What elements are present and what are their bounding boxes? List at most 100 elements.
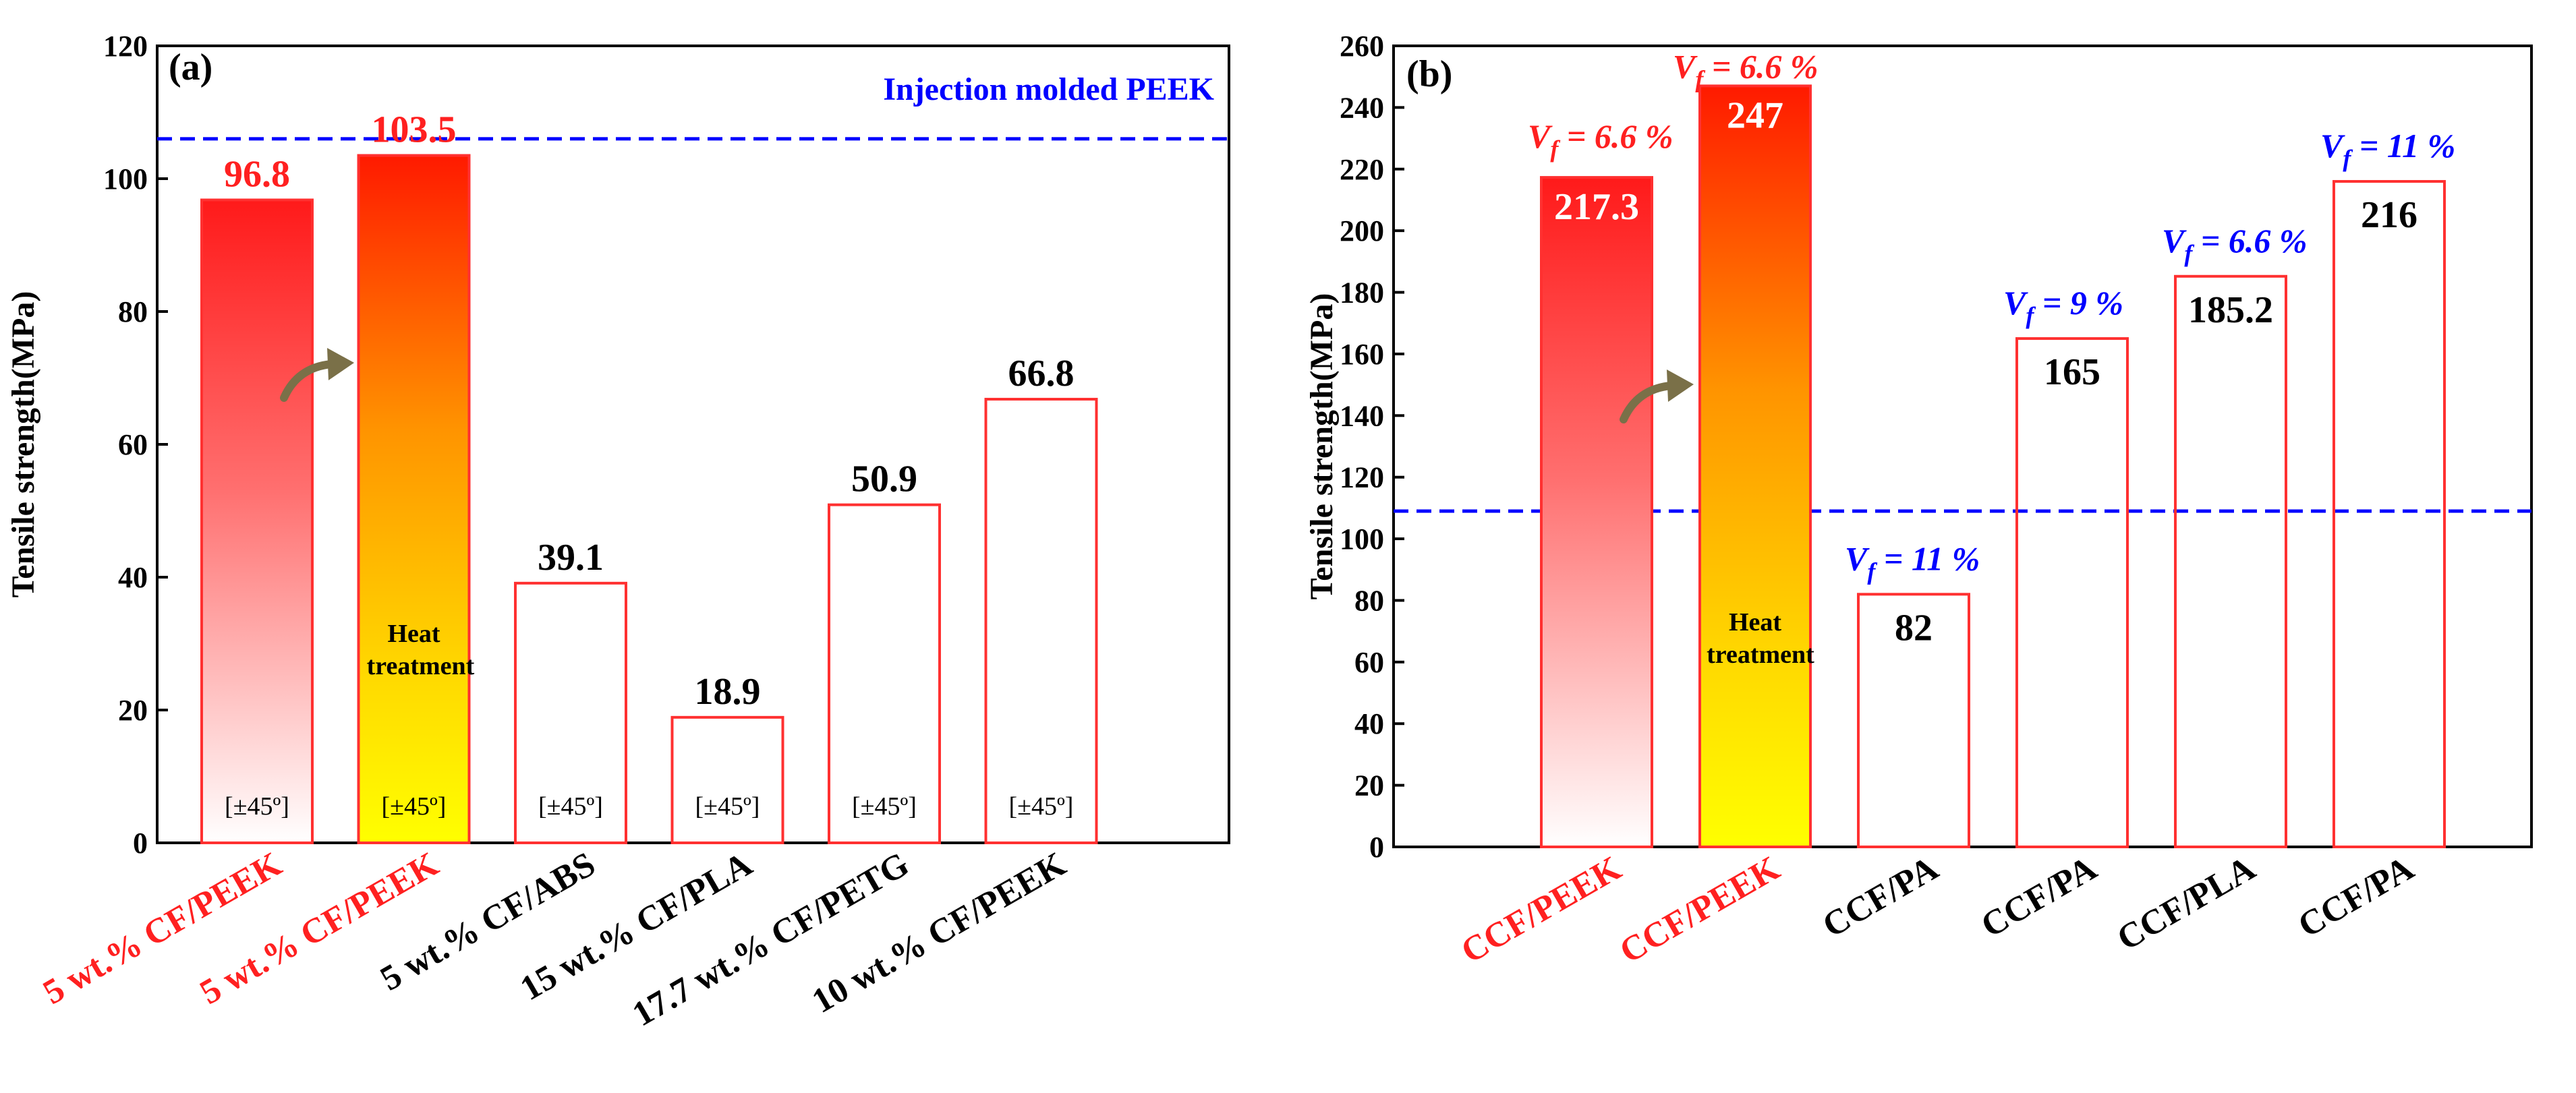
vf-symbol: V bbox=[2320, 127, 2345, 165]
orientation-label: [±45º] bbox=[695, 792, 760, 821]
bar-value-label: 82 bbox=[1895, 607, 1933, 649]
curved-arrow-icon bbox=[280, 360, 335, 402]
vf-value: = 6.6 % bbox=[2192, 222, 2307, 260]
bar-value-label: 18.9 bbox=[695, 671, 761, 713]
y-axis-title: Tensile strength(MPa) bbox=[1304, 293, 1340, 600]
vf-symbol: V bbox=[1528, 117, 1553, 155]
bar bbox=[2015, 337, 2129, 849]
bar-value-label: 247 bbox=[1727, 94, 1783, 136]
category-label: CCF/PEEK bbox=[1613, 849, 1787, 971]
arrow-head-icon bbox=[327, 348, 354, 380]
category-label: CCF/PEEK bbox=[1455, 849, 1628, 971]
bar-value-label: 217.3 bbox=[1554, 186, 1639, 228]
reference-line-label: Injection molded PEEK bbox=[883, 71, 1214, 107]
y-tick-label: 140 bbox=[1340, 399, 1384, 432]
panel-label: (b) bbox=[1406, 53, 1452, 95]
panel-label: (a) bbox=[169, 47, 212, 88]
bar-value-label: 39.1 bbox=[538, 537, 604, 579]
y-tick-label: 200 bbox=[1340, 214, 1384, 247]
vf-subscript: f bbox=[1550, 136, 1560, 163]
y-tick-label: 20 bbox=[1354, 769, 1384, 802]
bar-value-label: 103.5 bbox=[372, 109, 457, 151]
y-axis-title: Tensile strength(MPa) bbox=[5, 291, 41, 598]
y-tick-label: 120 bbox=[103, 30, 148, 63]
bar bbox=[1698, 84, 1812, 848]
bar bbox=[1540, 176, 1653, 848]
panel-b-chart: 0 20 40 60 80 100 120 140 160 180 200 220 240 260 Tens… bbox=[1304, 30, 2533, 971]
vf-subscript: f bbox=[2184, 240, 2194, 267]
category-label: CCF/PA bbox=[2292, 849, 2421, 945]
vf-subscript: f bbox=[2026, 302, 2036, 329]
orientation-label: [±45º] bbox=[852, 792, 917, 821]
bar bbox=[670, 715, 784, 844]
y-tick-label: 120 bbox=[1340, 461, 1384, 494]
category-label: 17.7 wt.% CF/PETG bbox=[626, 845, 915, 1034]
vf-value: = 9 % bbox=[2034, 284, 2123, 322]
heat-treatment-label-line2: treatment bbox=[1707, 641, 1814, 669]
y-tick-label: 20 bbox=[118, 694, 148, 727]
y-tick-label: 0 bbox=[1369, 831, 1384, 864]
vf-value: = 11 % bbox=[2351, 127, 2455, 165]
vf-value: = 6.6 % bbox=[1703, 47, 1818, 85]
vf-symbol: V bbox=[1845, 539, 1870, 577]
y-tick-label: 80 bbox=[118, 295, 148, 328]
volume-fraction-label: Vf = 6.6 % bbox=[2162, 222, 2308, 267]
bar-value-label: 96.8 bbox=[224, 154, 290, 196]
curved-arrow-icon bbox=[1620, 382, 1675, 423]
vf-symbol: V bbox=[1673, 47, 1698, 85]
volume-fraction-label: Vf = 6.6 % bbox=[1528, 117, 1673, 163]
y-tick-label: 60 bbox=[118, 428, 148, 461]
vf-value: = 11 % bbox=[1875, 539, 1980, 577]
category-label: CCF/PA bbox=[1975, 849, 2104, 945]
volume-fraction-label: Vf = 11 % bbox=[1845, 539, 1980, 585]
y-tick-label: 80 bbox=[1354, 584, 1384, 617]
volume-fraction-label: Vf = 9 % bbox=[2003, 284, 2123, 329]
category-label: CCF/PA bbox=[1816, 849, 1945, 945]
bar bbox=[200, 198, 314, 844]
bar-value-label: 165 bbox=[2044, 351, 2100, 393]
y-tick-label: 40 bbox=[1354, 707, 1384, 740]
bar bbox=[2174, 274, 2287, 849]
orientation-label: [±45º] bbox=[382, 792, 447, 821]
bar bbox=[1857, 593, 1970, 848]
arrow-head-icon bbox=[1667, 370, 1694, 402]
y-tick-label: 180 bbox=[1340, 276, 1384, 309]
vf-subscript: f bbox=[2343, 145, 2353, 172]
bar-value-label: 216 bbox=[2361, 194, 2417, 236]
bar bbox=[514, 581, 627, 844]
bar bbox=[2332, 180, 2446, 848]
orientation-label: [±45º] bbox=[538, 792, 603, 821]
vf-value: = 6.6 % bbox=[1558, 117, 1673, 155]
vf-subscript: f bbox=[1867, 558, 1877, 585]
heat-treatment-label-line2: treatment bbox=[367, 652, 475, 680]
y-tick-label: 60 bbox=[1354, 646, 1384, 679]
bar bbox=[357, 154, 471, 844]
bar bbox=[984, 398, 1098, 844]
y-tick-label: 240 bbox=[1340, 91, 1384, 124]
y-tick-label: 260 bbox=[1340, 30, 1384, 63]
category-label: CCF/PLA bbox=[2111, 849, 2262, 958]
volume-fraction-label: Vf = 6.6 % bbox=[1673, 47, 1819, 92]
y-tick-label: 0 bbox=[133, 827, 148, 860]
orientation-label: [±45º] bbox=[225, 792, 289, 821]
vf-symbol: V bbox=[2003, 284, 2028, 322]
panel-a-chart: 0 20 40 60 80 100 120 Tensile strength(MPa) (a) I… bbox=[5, 30, 1230, 1034]
plot-frame bbox=[156, 45, 1230, 844]
y-tick-label: 220 bbox=[1340, 153, 1384, 186]
y-tick-label: 160 bbox=[1340, 338, 1384, 371]
vf-subscript: f bbox=[1695, 65, 1705, 92]
y-tick-label: 40 bbox=[118, 561, 148, 594]
y-tick-label: 100 bbox=[1340, 523, 1384, 556]
heat-treatment-label-line1: Heat bbox=[387, 620, 440, 648]
vf-symbol: V bbox=[2162, 222, 2187, 260]
category-label: 10 wt.% CF/PEEK bbox=[805, 845, 1072, 1021]
heat-treatment-label-line1: Heat bbox=[1729, 608, 1781, 637]
bar-value-label: 50.9 bbox=[851, 459, 917, 500]
orientation-label: [±45º] bbox=[1009, 792, 1074, 821]
bar bbox=[828, 503, 941, 844]
bar-value-label: 66.8 bbox=[1008, 353, 1075, 394]
volume-fraction-label: Vf = 11 % bbox=[2320, 127, 2455, 172]
y-tick-label: 100 bbox=[103, 163, 148, 196]
bar-value-label: 185.2 bbox=[2188, 289, 2273, 331]
